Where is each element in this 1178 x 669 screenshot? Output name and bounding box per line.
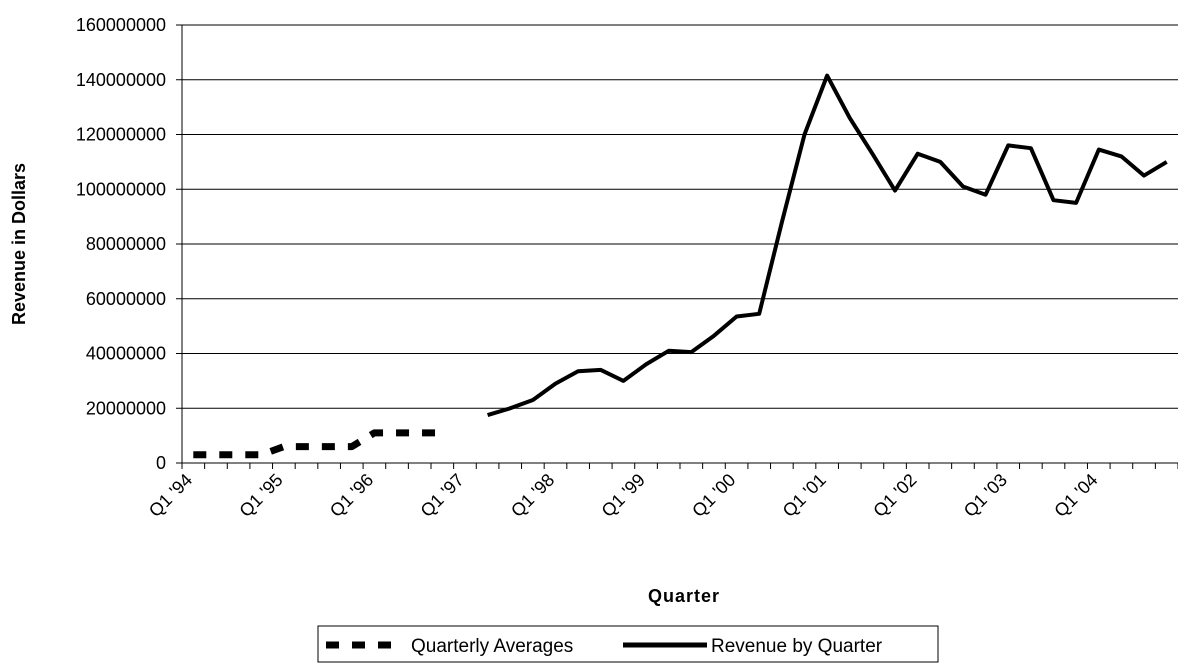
x-tick-label: Q1 '01 <box>779 470 830 521</box>
x-tick-label: Q1 '97 <box>417 470 468 521</box>
legend-label-revenue-by-quarter: Revenue by Quarter <box>711 636 883 657</box>
legend: Quarterly Averages Revenue by Quarter <box>317 625 939 663</box>
x-tick-label: Q1 '00 <box>688 470 739 521</box>
x-axis-ticks: Q1 '94 Q1 '95 Q1 '96 Q1 '97 Q1 '98 Q1 '99 Q1 '… <box>145 463 1178 521</box>
y-tick-label: 140000000 <box>76 70 166 90</box>
data-point <box>215 454 216 455</box>
legend-label-quarterly-averages: Quarterly Averages <box>411 636 573 657</box>
y-axis-title: Revenue in Dollars <box>9 163 29 325</box>
x-tick-label: Q1 '98 <box>507 470 558 521</box>
data-point <box>283 446 284 447</box>
y-tick-label: 100000000 <box>76 179 166 199</box>
y-axis-ticks: 0 20000000 40000000 60000000 80000000 1000000… <box>76 15 182 473</box>
series-line-revenue-by-quarter <box>487 73 1168 418</box>
x-tick-label: Q1 '99 <box>598 470 649 521</box>
x-tick-label: Q1 '03 <box>960 470 1011 521</box>
data-point <box>238 454 239 455</box>
series-lines <box>193 73 1168 459</box>
y-tick-label: 160000000 <box>76 15 166 35</box>
series-line-quarterly-averages <box>193 429 443 459</box>
y-tick-label: 80000000 <box>86 234 166 254</box>
y-tick-label: 40000000 <box>86 344 166 364</box>
x-tick-label: Q1 '94 <box>145 470 196 521</box>
y-tick-label: 0 <box>156 453 166 473</box>
data-point <box>419 432 420 433</box>
gridlines <box>182 24 1178 409</box>
y-tick-label: 120000000 <box>76 125 166 145</box>
x-tick-label: Q1 '95 <box>235 470 286 521</box>
y-tick-label: 60000000 <box>86 289 166 309</box>
y-tick-label: 20000000 <box>86 398 166 418</box>
x-axis-title: Quarter <box>648 586 720 606</box>
x-tick-label: Q1 '04 <box>1050 470 1101 521</box>
x-tick-label: Q1 '96 <box>326 470 377 521</box>
data-point <box>261 454 262 455</box>
data-point <box>442 432 443 433</box>
x-tick-label: Q1 '02 <box>869 470 920 521</box>
